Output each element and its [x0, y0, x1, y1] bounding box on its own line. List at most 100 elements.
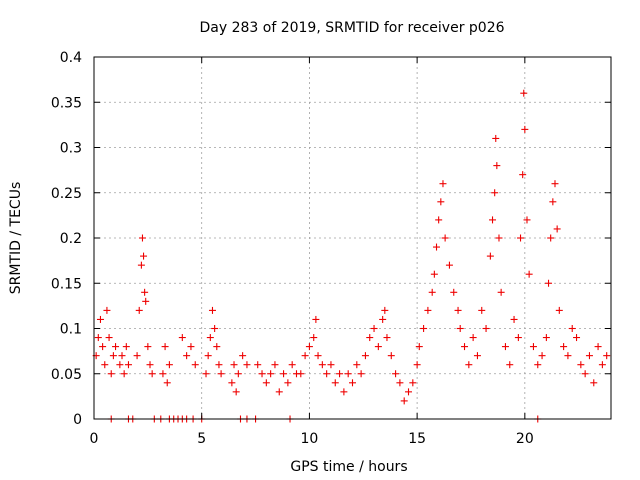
data-point: [107, 370, 115, 378]
data-point: [387, 352, 395, 360]
data-point: [381, 306, 389, 314]
data-point: [122, 343, 130, 351]
data-point: [109, 352, 117, 360]
data-point: [344, 370, 352, 378]
axis-ticks: 0 0.05 0.1 0.15 0.2 0.25 0.3 0.35 0.4 0 5 10 15 20: [51, 50, 611, 447]
data-point: [148, 370, 156, 378]
data-point: [327, 361, 335, 369]
data-point: [525, 270, 533, 278]
data-point: [217, 370, 225, 378]
data-point: [424, 306, 432, 314]
data-point: [124, 361, 132, 369]
data-point: [478, 306, 486, 314]
data-point: [529, 343, 537, 351]
data-point: [415, 343, 423, 351]
data-point: [598, 361, 606, 369]
data-point: [118, 352, 126, 360]
data-point: [183, 352, 191, 360]
data-point: [112, 343, 120, 351]
data-point: [159, 370, 167, 378]
data-point: [454, 306, 462, 314]
data-point: [573, 334, 581, 342]
data-point: [142, 297, 150, 305]
data-point: [396, 379, 404, 387]
data-point: [99, 343, 107, 351]
data-point: [469, 334, 477, 342]
data-point: [312, 315, 320, 323]
data-point: [314, 352, 322, 360]
y-tick-label: 0.05: [51, 367, 82, 383]
data-point: [103, 306, 111, 314]
x-tick-label: 0: [90, 431, 99, 447]
data-point: [491, 189, 499, 197]
grid-lines: [94, 57, 611, 419]
data-point: [510, 315, 518, 323]
data-point: [120, 370, 128, 378]
data-point: [336, 370, 344, 378]
data-point: [555, 306, 563, 314]
x-tick-label: 20: [516, 431, 534, 447]
data-point: [553, 225, 561, 233]
data-point: [267, 370, 275, 378]
data-point: [534, 361, 542, 369]
data-point: [428, 288, 436, 296]
data-point: [437, 198, 445, 206]
data-point: [456, 325, 464, 332]
data-point: [204, 352, 212, 360]
data-point: [420, 325, 428, 332]
data-point: [116, 361, 124, 369]
data-point: [161, 343, 169, 351]
data-point: [133, 352, 141, 360]
data-point: [230, 361, 238, 369]
data-point: [211, 325, 219, 332]
data-point: [144, 343, 152, 351]
y-tick-label: 0.15: [51, 276, 82, 292]
data-point: [473, 352, 481, 360]
data-point: [318, 361, 326, 369]
data-point: [206, 334, 214, 342]
data-point: [101, 361, 109, 369]
data-point: [492, 134, 500, 142]
data-point: [191, 361, 199, 369]
data-point: [501, 343, 509, 351]
data-point: [547, 234, 555, 242]
y-tick-label: 0.1: [60, 322, 82, 338]
data-point: [521, 125, 529, 133]
data-point: [409, 379, 417, 387]
data-point: [349, 379, 356, 387]
data-point: [323, 370, 331, 378]
data-point: [243, 361, 251, 369]
data-point: [254, 361, 262, 369]
data-point: [137, 261, 145, 269]
data-point: [178, 334, 186, 342]
data-point: [301, 352, 309, 360]
data-point: [208, 306, 216, 314]
data-point: [439, 180, 447, 188]
data-point: [514, 334, 522, 342]
data-point: [331, 379, 339, 387]
data-point: [519, 171, 527, 179]
data-point: [284, 379, 292, 387]
data-point: [392, 370, 400, 378]
x-tick-label: 15: [408, 431, 426, 447]
y-tick-label: 0.2: [60, 231, 82, 247]
data-point: [482, 325, 490, 332]
data-point: [433, 243, 441, 251]
data-point: [288, 361, 296, 369]
y-tick-label: 0.4: [60, 50, 82, 66]
data-point: [551, 180, 559, 188]
data-point: [594, 343, 602, 351]
data-point: [564, 352, 572, 360]
data-point: [146, 361, 154, 369]
data-point: [361, 352, 369, 360]
data-point: [465, 361, 473, 369]
data-point: [486, 252, 494, 260]
data-point: [258, 370, 266, 378]
data-point: [138, 234, 146, 242]
data-point: [357, 370, 365, 378]
data-point: [506, 361, 514, 369]
y-tick-label: 0.35: [51, 95, 82, 111]
data-point: [262, 379, 270, 387]
data-point: [239, 352, 247, 360]
